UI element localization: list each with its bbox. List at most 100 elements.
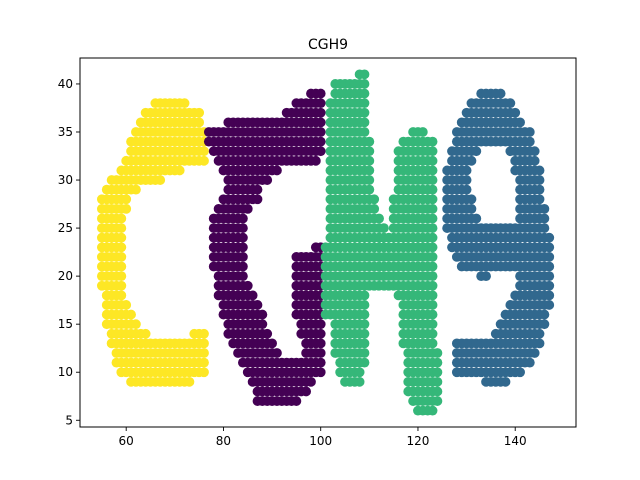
data-point (428, 223, 438, 233)
data-point (311, 156, 321, 166)
data-point (121, 300, 131, 310)
data-point (199, 339, 209, 349)
data-point (238, 252, 248, 262)
data-point (316, 108, 326, 118)
series-0 (97, 98, 209, 386)
data-point (379, 223, 389, 233)
data-point (467, 156, 477, 166)
data-point (238, 233, 248, 243)
data-point (360, 348, 370, 358)
data-point (428, 137, 438, 147)
data-point (316, 117, 326, 127)
data-point (131, 319, 141, 329)
data-point (505, 98, 515, 108)
data-point (462, 175, 472, 185)
data-point (418, 127, 428, 137)
data-point (116, 271, 126, 281)
data-point (364, 185, 374, 195)
data-point (199, 329, 209, 339)
data-point (199, 358, 209, 368)
series-2 (321, 69, 443, 415)
data-point (433, 358, 443, 368)
data-point (544, 262, 554, 272)
data-point (248, 290, 258, 300)
data-point (243, 204, 253, 214)
data-point (471, 214, 481, 224)
data-point (316, 89, 326, 99)
data-point (360, 127, 370, 137)
data-point (360, 108, 370, 118)
data-point (369, 194, 379, 204)
data-point (364, 156, 374, 166)
data-point (428, 271, 438, 281)
data-point (238, 271, 248, 281)
data-point (428, 156, 438, 166)
data-point (306, 377, 316, 387)
data-point (428, 329, 438, 339)
data-point (360, 358, 370, 368)
data-point (428, 194, 438, 204)
data-point (428, 339, 438, 349)
data-point (121, 194, 131, 204)
data-point (471, 146, 481, 156)
data-point (301, 387, 311, 397)
data-point (360, 89, 370, 99)
data-point (544, 233, 554, 243)
data-point (360, 117, 370, 127)
data-point (272, 166, 282, 176)
data-point (544, 242, 554, 252)
data-point (253, 300, 263, 310)
data-point (481, 271, 491, 281)
data-point (316, 127, 326, 137)
data-point (433, 377, 443, 387)
data-point (544, 271, 554, 281)
data-point (360, 79, 370, 89)
data-point (360, 329, 370, 339)
data-point (539, 204, 549, 214)
x-tick-label: 60 (119, 434, 134, 448)
data-point (433, 348, 443, 358)
data-point (116, 252, 126, 262)
data-point (544, 300, 554, 310)
y-tick-label: 20 (58, 269, 73, 283)
data-point (116, 223, 126, 233)
y-tick-label: 25 (58, 221, 73, 235)
data-point (141, 329, 151, 339)
data-point (535, 339, 545, 349)
data-point (194, 117, 204, 127)
data-point (262, 175, 272, 185)
data-point (272, 348, 282, 358)
y-tick-label: 40 (58, 77, 73, 91)
y-tick-label: 5 (65, 413, 73, 427)
data-point (316, 146, 326, 156)
data-point (360, 300, 370, 310)
data-point (535, 329, 545, 339)
data-point (243, 281, 253, 291)
x-tick-label: 80 (216, 434, 231, 448)
data-point (360, 290, 370, 300)
data-point (501, 377, 511, 387)
data-point (316, 339, 326, 349)
data-point (535, 185, 545, 195)
data-point (535, 166, 545, 176)
data-point (467, 194, 477, 204)
data-point (530, 146, 540, 156)
data-point (428, 300, 438, 310)
data-point (316, 137, 326, 147)
data-point (238, 242, 248, 252)
data-point (428, 310, 438, 320)
data-point (515, 367, 525, 377)
data-point (121, 204, 131, 214)
data-point (535, 175, 545, 185)
data-point (131, 185, 141, 195)
data-point (175, 166, 185, 176)
data-point (364, 166, 374, 176)
data-point (360, 339, 370, 349)
data-point (428, 281, 438, 291)
data-point (316, 98, 326, 108)
data-point (126, 310, 136, 320)
data-point (291, 396, 301, 406)
data-point (428, 319, 438, 329)
data-point (544, 281, 554, 291)
